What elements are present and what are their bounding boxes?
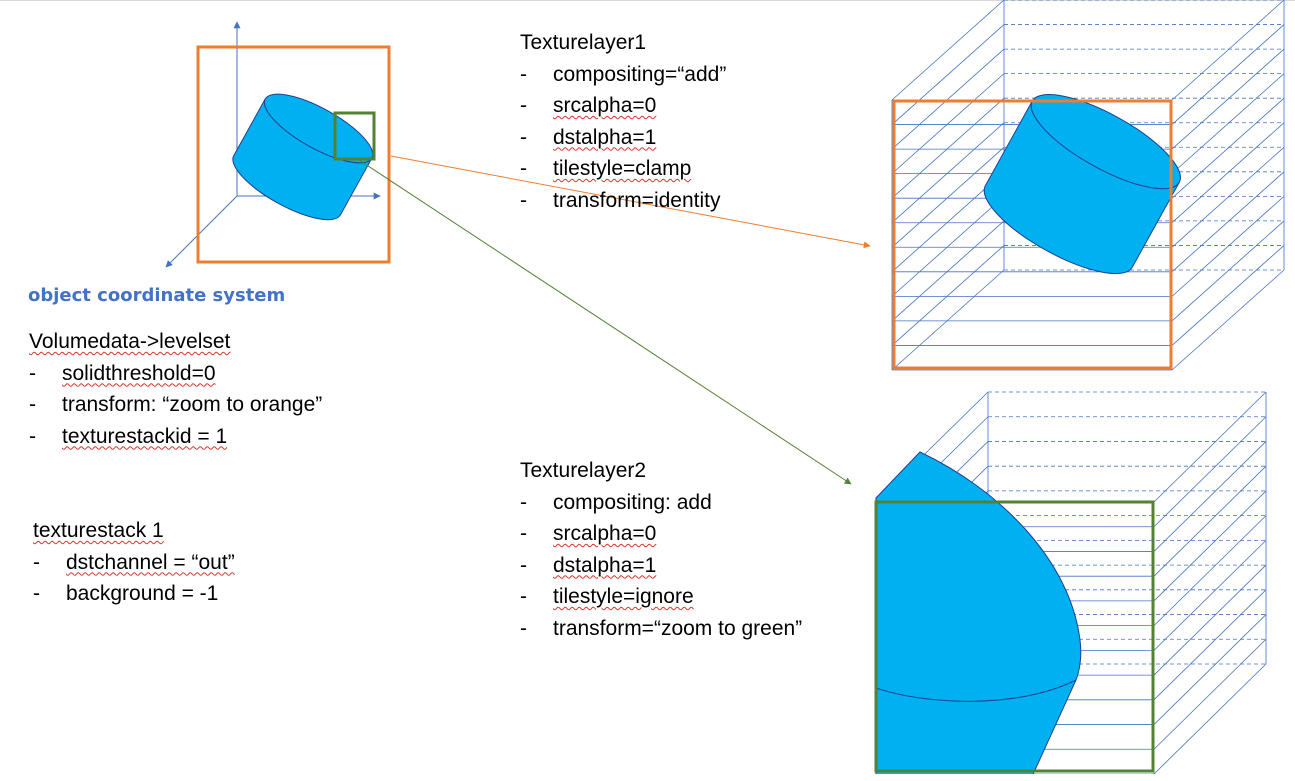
volume-1-slice-side [891,73,1005,174]
volume-1-slice-side [1171,97,1285,199]
volume-1-slice-side [1171,269,1285,371]
volume-2-slice-side [1153,391,1267,503]
volume-1-slice-side [891,245,1005,346]
volume-1-slice-side [891,48,1005,150]
volume-1-cylinder [983,94,1181,275]
volume-2-cylinder-edge [875,679,1077,702]
volume-2-cylinder-section [875,451,1082,774]
volume-2-slice-side [1153,490,1267,602]
green-connector-arrow [355,157,852,485]
volume-1-slice-side [1171,73,1285,174]
texturestack-block: texturestack 1 - dstchannel = “out” - back… [33,515,235,610]
volume-2-slice-side [1153,614,1267,725]
volumedata-item: - transform: “zoom to orange” [29,393,323,416]
volumedata-item: - texturestackid = 1 [29,424,228,448]
volume-1-slice-side [891,0,1005,101]
volume-1-orange-box [892,99,1173,370]
volume-1-slice-side [1171,24,1285,125]
texturelayer2-item: - dstalpha=1 [520,553,657,577]
volume-1-slice-side [1171,122,1285,224]
volume-1-slice-side [891,122,1005,224]
volume-2-slice-side [1153,465,1267,577]
volume-2-slice-side [1153,564,1267,676]
volume-1-slice-side [1171,48,1285,150]
texturelayer1-item: - dstalpha=1 [520,125,657,149]
volume-1-slice-side [1171,196,1285,297]
orange-box [196,45,391,264]
texturelayer2-item: - srcalpha=0 [520,522,657,545]
object-cylinder [232,93,374,221]
volume-1-slice-side [1171,0,1285,101]
volume-1-slice-side [891,196,1005,297]
volume-1-slice-side [1171,146,1285,248]
volume-1-slice-side [1171,171,1285,273]
volume-2-slice-side [1153,663,1267,774]
texturelayer1-item: - compositing=“add” [520,62,727,86]
texturestack-item: - background = -1 [33,582,219,605]
orange-connector-arrow [390,155,871,249]
volume-1-slice-side [891,146,1005,248]
texturelayer2-item: - tilestyle=ignore [520,585,694,608]
volume-1-slice-side [891,220,1005,322]
texturelayer1-block: Texturelayer1 - compositing=“add” - srcalp… [520,27,726,216]
volumedata-item: - solidthreshold=0 [29,361,216,385]
green-box [333,111,376,161]
texturelayer2-item: - transform=“zoom to green” [520,616,803,640]
top-border [0,0,1295,1]
volume-1 [891,0,1285,371]
texturelayer1-heading: Texturelayer1 [520,31,647,54]
object-coordinate-label: object coordinate system [28,285,286,306]
texturestack-heading: texturestack 1 [33,519,164,542]
volume-2-green-box [874,500,1155,773]
y-axis [165,195,238,268]
volume-2 [874,391,1267,774]
volume-1-slice-side [891,24,1005,125]
volume-1-slice-side [1171,245,1285,346]
volume-2-slice-side [1153,416,1267,528]
volumedata-heading: Volumedata->levelset [29,330,231,353]
volume-1-slice-side [891,97,1005,199]
volume-2-slice-side [1153,540,1267,651]
volume-2-slice-side [1153,589,1267,701]
volume-1-slice-side [1171,220,1285,322]
texturelayer1-item: - srcalpha=0 [520,94,657,117]
texturelayer2-item: - compositing: add [520,490,712,514]
texturestack-item: - dstchannel = “out” [33,550,235,574]
texturelayer1-item: - transform=identity [520,188,721,212]
texturelayer2-block: Texturelayer2 - compositing: add - srcalph… [520,455,802,644]
volume-2-slice-side [1153,638,1267,750]
volume-2-slice-side [1153,515,1267,626]
volume-2-slice-side [1153,441,1267,552]
texturelayer2-heading: Texturelayer2 [520,459,647,482]
volume-1-slice-side [891,269,1005,371]
volumedata-block: Volumedata->levelset - solidthreshold=0 -… [29,326,322,452]
texturelayer1-item: - tilestyle=clamp [520,157,692,180]
